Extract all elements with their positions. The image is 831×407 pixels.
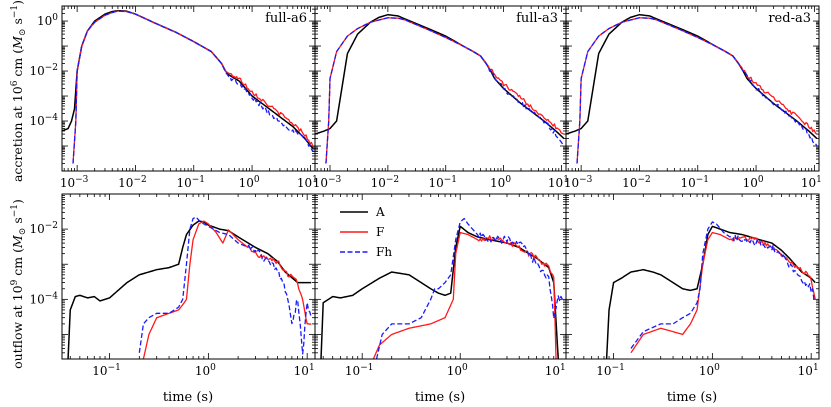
tick-label: 10−4: [29, 113, 58, 128]
tick-label: 101: [548, 175, 569, 190]
tick-label: 10−3: [313, 175, 342, 190]
series-line-f: [72, 10, 314, 164]
tick-label: 10−2: [118, 175, 147, 190]
series-line-fh: [325, 17, 565, 164]
tick-label: 10−3: [60, 175, 89, 190]
legend-label-fh: Fh: [376, 245, 392, 259]
tick-label: 10−1: [428, 175, 457, 190]
tick-label: 100: [490, 175, 511, 190]
series-line-fh: [576, 17, 818, 164]
legend-label-f: F: [376, 225, 384, 239]
ylabel-accretion: accretion at 106 cm (M⊙ s−1): [10, 0, 28, 182]
tick-label: 101: [798, 363, 819, 378]
tick-label: 10−1: [92, 363, 121, 378]
series-line-fh: [138, 216, 312, 355]
xlabel-time-right: time (s): [667, 390, 717, 405]
axis-ticks: [315, 5, 566, 172]
legend-label-a: A: [375, 205, 385, 219]
tick-label: 101: [801, 175, 822, 190]
axis-ticks: [566, 5, 819, 172]
tick-label: 10−2: [371, 175, 400, 190]
tick-label: 101: [294, 363, 315, 378]
tick-label: 100: [37, 13, 58, 28]
tick-label: 10−2: [29, 63, 58, 78]
panel-label-red-a3: red-a3: [768, 11, 811, 26]
tick-label: 101: [297, 175, 318, 190]
tick-label: 10−1: [596, 363, 625, 378]
panel-bottom-right: 10−1 100 101: [565, 193, 820, 378]
series-line-fh: [375, 217, 563, 359]
series-line-a: [605, 225, 816, 359]
tick-label: 100: [743, 175, 764, 190]
series-line-f: [325, 17, 565, 164]
series-line-a: [566, 13, 818, 140]
tick-label: 10−1: [680, 175, 709, 190]
panel-label-full-a6: full-a6: [265, 11, 307, 26]
series-lines: [605, 221, 816, 359]
panel-frame: [314, 193, 567, 360]
series-line-f: [630, 231, 816, 354]
tick-label: 10−2: [622, 175, 651, 190]
panel-frame: [565, 5, 820, 172]
panel-top-middle: 10−3 10−2 10−1 100 101: [313, 5, 569, 190]
panel-frame: [314, 5, 567, 172]
series-line-a: [315, 13, 565, 140]
panel-bottom-left: 10−1 100 101 10−2 10−4: [29, 193, 316, 378]
series-line-fh: [72, 10, 314, 164]
series-lines: [62, 9, 314, 164]
series-lines: [67, 216, 312, 359]
xlabel-time-middle: time (s): [415, 390, 465, 405]
tick-label: 100: [699, 363, 720, 378]
ylabel-outflow: outflow at 109 cm (M⊙ s−1): [10, 199, 28, 369]
panel-frame: [61, 5, 316, 172]
tick-label: 10−1: [345, 363, 374, 378]
tick-label: 100: [239, 175, 260, 190]
series-lines: [315, 13, 565, 164]
panel-top-left: 10−3 10−2 10−1 100 101 100 10−2 10−4: [29, 5, 318, 190]
series-line-f: [142, 220, 312, 359]
axis-ticks: [315, 193, 566, 360]
tick-label: 100: [447, 363, 468, 378]
panel-top-right: 10−3 10−2 10−1 100 101: [564, 5, 822, 190]
legend: A F Fh: [340, 205, 392, 259]
series-line-f: [372, 231, 557, 359]
axis-ticks: [62, 5, 315, 172]
axis-ticks: [566, 193, 819, 360]
panel-bottom-middle: 10−1 100 101: [314, 193, 567, 378]
tick-label: 10−1: [176, 175, 205, 190]
series-line-fh: [630, 221, 816, 349]
series-lines: [320, 217, 563, 359]
series-line-f: [576, 17, 818, 164]
series-lines: [566, 13, 818, 164]
series-line-a: [320, 225, 559, 359]
tick-label: 10−2: [29, 221, 58, 236]
tick-label: 101: [545, 363, 566, 378]
tick-label: 10−4: [29, 291, 58, 306]
xlabel-time-left: time (s): [163, 390, 213, 405]
series-line-a: [62, 9, 314, 149]
panel-frame: [565, 193, 820, 360]
series-line-a: [67, 220, 312, 359]
tick-label: 100: [195, 363, 216, 378]
tick-label: 10−3: [564, 175, 593, 190]
panel-label-full-a3: full-a3: [516, 11, 558, 26]
